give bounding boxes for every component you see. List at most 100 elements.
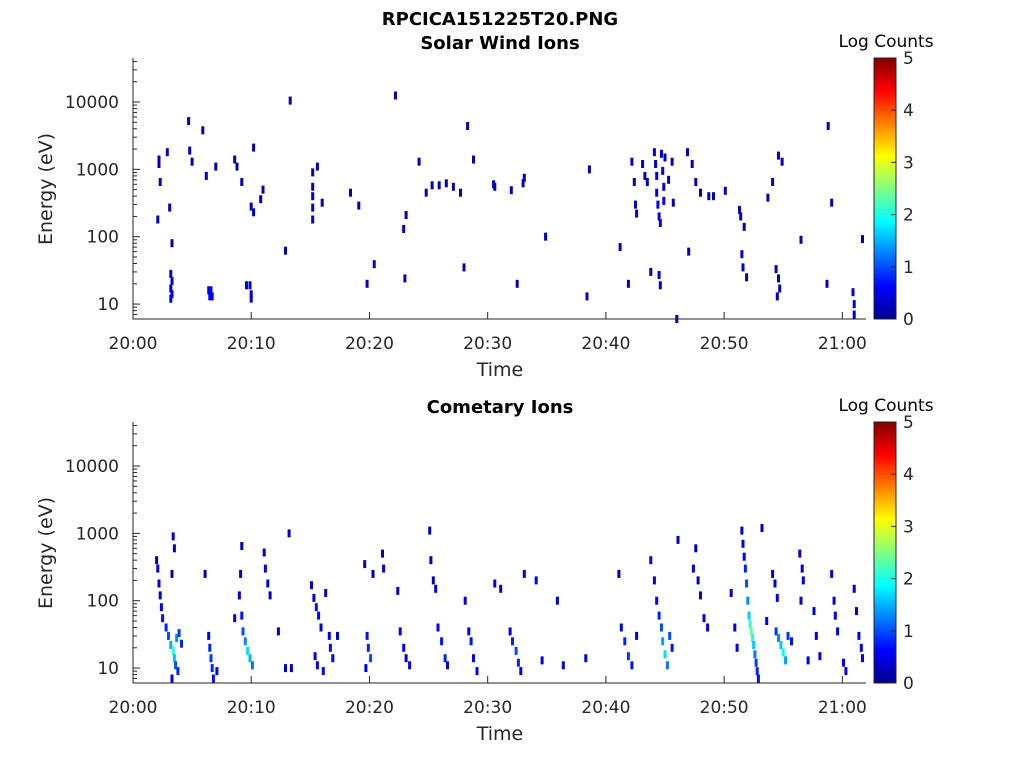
data-cell	[752, 641, 756, 649]
data-cell	[434, 584, 438, 593]
y-axis-ticks: 10 100 1000 10000	[65, 424, 140, 684]
colorbar-label: Log Counts	[838, 396, 933, 416]
data-cell	[745, 579, 749, 588]
data-cell	[779, 641, 783, 649]
data-cell	[499, 584, 503, 593]
colorbar-tick-label: 1	[903, 258, 914, 278]
x-tick-label: 20:20	[345, 334, 394, 354]
data-cell	[171, 646, 175, 655]
data-cell	[784, 656, 788, 665]
colorbar-tick-label: 2	[903, 570, 914, 590]
data-cell	[655, 188, 659, 197]
y-axis-label: Energy (eV)	[35, 497, 57, 609]
y-tick-label: 10	[97, 295, 119, 315]
data-cell	[208, 292, 212, 301]
data-cell	[402, 225, 406, 233]
data-cell	[852, 584, 856, 593]
colorbar-tick-label: 3	[903, 517, 914, 537]
data-cell	[851, 288, 855, 297]
data-cell	[209, 654, 213, 663]
data-cell	[739, 212, 743, 221]
data-cell	[155, 556, 159, 565]
data-cell	[210, 292, 214, 301]
data-cell	[652, 148, 656, 157]
data-cell	[676, 535, 680, 544]
data-cell	[735, 643, 739, 652]
data-cell	[661, 637, 665, 646]
data-cell	[324, 589, 328, 597]
data-cell	[775, 593, 779, 602]
data-cell	[852, 310, 856, 319]
data-cell	[691, 564, 695, 573]
data-cell	[243, 637, 247, 646]
data-cell	[446, 661, 449, 670]
data-cell	[262, 548, 266, 557]
data-cell	[176, 667, 180, 676]
data-cell	[861, 654, 864, 663]
data-cell	[515, 279, 519, 288]
data-cell	[723, 186, 727, 195]
data-cell	[799, 235, 803, 244]
colorbar-tick-label: 5	[903, 413, 914, 433]
data-cell	[798, 549, 802, 558]
x-tick-label: 20:10	[227, 334, 276, 354]
data-cell	[771, 178, 775, 186]
data-cell	[649, 556, 653, 565]
colorbar-tick-label: 5	[903, 49, 914, 69]
data-cell	[170, 569, 174, 578]
data-cell	[371, 569, 375, 578]
data-cell	[702, 614, 706, 623]
data-cell	[365, 631, 369, 640]
data-cell	[634, 200, 637, 209]
x-tick-label: 20:30	[463, 698, 512, 718]
y-tick-label: 10000	[65, 457, 119, 477]
colorbar-tick-label: 0	[903, 310, 914, 330]
data-cell	[511, 637, 514, 646]
data-cell	[514, 646, 518, 655]
data-cell	[284, 246, 287, 255]
data-cell	[172, 654, 176, 663]
data-cell	[311, 192, 315, 201]
data-cell	[404, 654, 408, 663]
data-cell	[349, 188, 352, 197]
data-cell	[773, 579, 777, 588]
data-cell	[690, 160, 694, 168]
data-cell	[436, 623, 440, 632]
data-cell	[516, 658, 520, 667]
data-cell	[755, 667, 759, 676]
data-cell	[686, 148, 689, 157]
data-cell	[396, 586, 400, 595]
data-cell	[263, 564, 267, 573]
data-cell	[694, 178, 698, 186]
data-cell	[742, 222, 746, 231]
data-cell	[836, 627, 840, 636]
data-cell	[156, 564, 160, 573]
data-cell	[369, 654, 373, 663]
colorbar	[874, 58, 896, 319]
data-cell	[311, 203, 315, 212]
data-cell	[738, 205, 741, 214]
data-cell	[643, 171, 647, 180]
data-cell	[790, 637, 793, 646]
colorbar-tick-label: 3	[903, 153, 914, 173]
axes-spines	[132, 422, 866, 684]
data-cell	[746, 596, 750, 605]
data-cell	[170, 290, 174, 299]
data-cell	[857, 631, 861, 640]
data-cell	[806, 656, 810, 665]
data-cell	[652, 576, 656, 585]
data-cell	[667, 175, 671, 184]
data-cell	[861, 235, 864, 244]
data-cell	[786, 631, 790, 640]
x-axis-ticks: 20:00 20:10 20:20 20:30 20:40 20:50 21:00	[109, 312, 867, 354]
data-cell	[584, 654, 588, 663]
data-cell	[169, 641, 173, 649]
data-cell	[733, 623, 737, 632]
data-cell	[240, 611, 244, 620]
data-cell	[284, 664, 287, 673]
colorbar-tick-label: 4	[903, 465, 914, 485]
data-cell	[745, 273, 749, 282]
data-cell	[663, 650, 667, 659]
data-cell	[694, 544, 698, 553]
data-cell	[630, 157, 634, 166]
